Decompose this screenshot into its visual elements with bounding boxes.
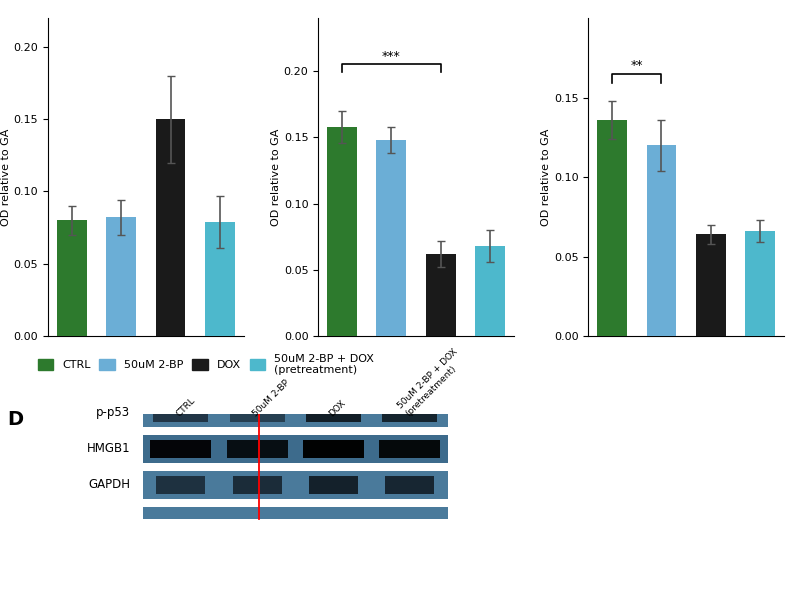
- Bar: [142, 470, 448, 499]
- Point: [254, 515, 263, 523]
- Bar: [382, 404, 438, 422]
- Bar: [57, 220, 86, 336]
- Bar: [150, 440, 211, 458]
- Text: DOX: DOX: [327, 398, 347, 418]
- Text: GAPDH: GAPDH: [88, 478, 130, 491]
- Bar: [106, 217, 136, 336]
- Text: 50uM 2-BP + DOX
(pretreatment): 50uM 2-BP + DOX (pretreatment): [396, 347, 466, 418]
- Legend: CTRL, 50uM 2-BP, DOX, 50uM 2-BP + DOX
(pretreatment): CTRL, 50uM 2-BP, DOX, 50uM 2-BP + DOX (p…: [38, 353, 374, 375]
- Bar: [309, 476, 358, 494]
- Bar: [303, 440, 364, 458]
- Bar: [142, 434, 448, 463]
- Bar: [475, 246, 505, 336]
- Bar: [597, 120, 627, 336]
- Text: **: **: [630, 59, 643, 72]
- Bar: [327, 127, 357, 336]
- Y-axis label: OD relative to GA: OD relative to GA: [271, 128, 281, 226]
- Bar: [156, 119, 186, 336]
- Bar: [746, 231, 775, 336]
- Text: CTRL: CTRL: [174, 395, 197, 418]
- Bar: [230, 404, 285, 422]
- Bar: [142, 506, 448, 519]
- Point: [254, 407, 263, 415]
- Bar: [696, 234, 726, 336]
- Bar: [386, 476, 434, 494]
- Bar: [226, 440, 288, 458]
- Bar: [157, 476, 206, 494]
- Bar: [233, 476, 282, 494]
- Bar: [154, 404, 208, 422]
- Bar: [205, 222, 235, 336]
- Y-axis label: OD relative to GA: OD relative to GA: [541, 128, 551, 226]
- Bar: [142, 398, 448, 427]
- Text: ***: ***: [382, 50, 401, 63]
- Bar: [426, 254, 455, 336]
- Bar: [379, 440, 440, 458]
- Bar: [377, 140, 406, 336]
- Text: HMGB1: HMGB1: [86, 442, 130, 455]
- Bar: [646, 145, 676, 336]
- Text: 50uM 2-BP: 50uM 2-BP: [251, 378, 291, 418]
- Bar: [306, 404, 361, 422]
- Text: p-p53: p-p53: [96, 406, 130, 419]
- Text: D: D: [7, 410, 23, 430]
- Y-axis label: OD relative to GA: OD relative to GA: [1, 128, 10, 226]
